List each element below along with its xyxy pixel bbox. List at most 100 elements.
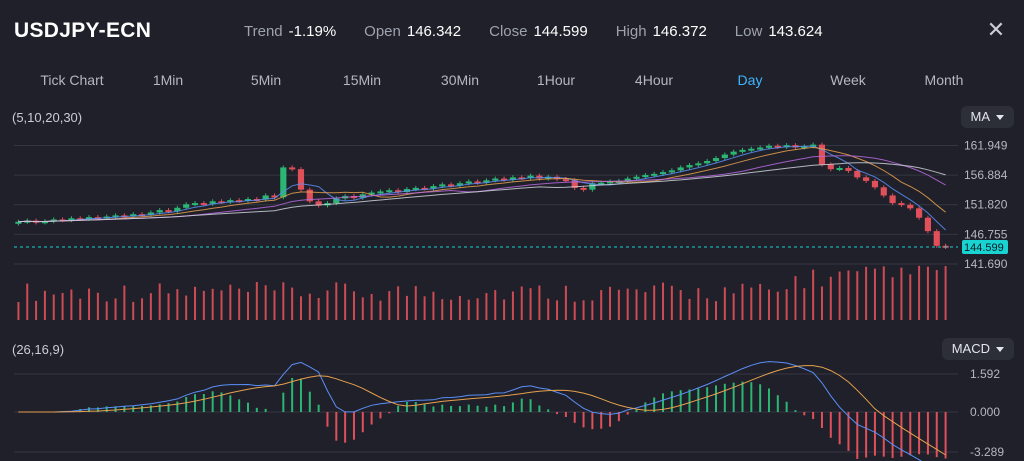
candle-body [209, 201, 216, 204]
candle-body [112, 215, 119, 218]
candle-body [85, 217, 93, 220]
tab-15min[interactable]: 15Min [342, 72, 382, 88]
stat-high: High 146.372 [615, 23, 707, 40]
candle-body [677, 167, 684, 171]
volume-bar [273, 290, 276, 320]
chevron-down-icon [996, 115, 1004, 121]
macd-tick-label: 1.592 [970, 367, 1000, 381]
volume-bar [123, 285, 126, 320]
candle-body [165, 210, 172, 213]
candle-body [765, 145, 773, 148]
volume-bar [361, 297, 364, 320]
tab-week[interactable]: Week [830, 72, 866, 88]
volume-bar [167, 293, 170, 320]
candle-body [183, 204, 190, 208]
volume-bar [847, 270, 850, 320]
candle-body [854, 170, 861, 178]
candle-body [439, 184, 446, 187]
price-tick-label: 146.755 [964, 227, 1008, 241]
tab-tick-chart[interactable]: Tick Chart [40, 72, 104, 88]
candle-body [395, 190, 402, 193]
volume-bar [617, 289, 620, 320]
volume-bar [291, 287, 294, 320]
candle-body [509, 177, 516, 180]
tab-4hour[interactable]: 4Hour [634, 72, 674, 88]
volume-bar [26, 283, 29, 320]
volume-bar [547, 298, 550, 320]
candle-body [730, 151, 737, 155]
candle-body [933, 231, 940, 246]
candle-body [748, 148, 755, 151]
candle-body [783, 145, 790, 148]
tab-5min[interactable]: 5Min [250, 72, 282, 88]
tab-30min[interactable]: 30Min [440, 72, 480, 88]
volume-bar [794, 276, 797, 320]
volume-bar [158, 283, 161, 320]
volume-bar [326, 290, 329, 320]
volume-bar [723, 287, 726, 320]
ma-dropdown[interactable]: MA [960, 106, 1014, 128]
candle-body [545, 176, 552, 179]
candle-body [695, 163, 702, 166]
stat-low: Low 143.624 [734, 23, 823, 40]
timeframe-tabs: Tick Chart 1Min 5Min 15Min 30Min 1Hour 4… [0, 72, 1024, 96]
candle-body [880, 187, 887, 196]
candle-body [801, 146, 808, 149]
candle-body [704, 160, 711, 164]
candle-body [218, 201, 225, 204]
candle-body [924, 217, 932, 232]
tab-1hour[interactable]: 1Hour [536, 72, 576, 88]
volume-bar [379, 300, 382, 320]
volume-bar [176, 289, 179, 320]
tab-day[interactable]: Day [737, 72, 763, 88]
candle-body [871, 180, 879, 188]
candle-body [712, 158, 720, 161]
volume-bar [635, 289, 638, 320]
volume-bar [767, 289, 770, 320]
chevron-down-icon [996, 347, 1004, 353]
volume-bar [405, 295, 408, 320]
volume-bar [308, 293, 311, 320]
stat-close: Close 144.599 [489, 23, 588, 40]
volume-bar [732, 293, 735, 320]
candle-body [448, 184, 455, 187]
volume-bar [70, 289, 73, 320]
candle-body [421, 187, 428, 190]
current-price-label: 144.599 [964, 242, 1004, 254]
volume-bar [458, 295, 461, 320]
volume-bar [255, 282, 258, 320]
volume-bar [653, 285, 656, 320]
candle-body [430, 186, 437, 189]
tab-month[interactable]: Month [924, 72, 964, 88]
volume-bar [397, 286, 400, 320]
tab-1min[interactable]: 1Min [152, 72, 184, 88]
candle-body [686, 165, 693, 168]
candle-body [863, 177, 870, 181]
volume-bar [856, 271, 859, 320]
candle-body [836, 168, 843, 171]
volume-bar [591, 300, 594, 320]
volume-bar [926, 266, 929, 320]
candle-body [244, 199, 252, 201]
volume-bar [609, 286, 612, 320]
volume-bar [149, 293, 152, 320]
candle-body [483, 180, 490, 183]
volume-bar [891, 277, 894, 320]
macd-dropdown[interactable]: MACD [941, 338, 1014, 360]
volume-bar [626, 288, 629, 320]
candle-body [200, 203, 207, 206]
volume-bar [706, 298, 709, 320]
volume-bar [644, 292, 647, 320]
candle-body [412, 187, 419, 190]
candle-body [377, 191, 384, 194]
symbol-title: USDJPY-ECN [14, 19, 152, 42]
volume-bar [335, 282, 338, 320]
candle-body [289, 167, 296, 170]
candle-body [262, 195, 269, 200]
close-icon[interactable]: ✕ [986, 17, 1006, 42]
candle-body [306, 189, 313, 202]
volume-bar [247, 291, 249, 320]
volume-bar [35, 300, 38, 320]
candle-body [907, 204, 914, 209]
